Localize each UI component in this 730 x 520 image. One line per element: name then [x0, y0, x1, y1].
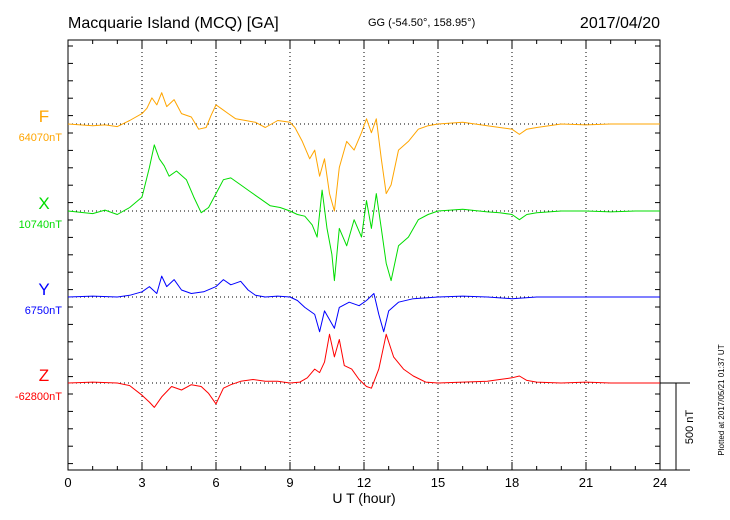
station-coordinates: GG (-54.50°, 158.95°)	[368, 17, 475, 29]
series-names: F 64070nT X 10740nT Y 6750nT Z -62800nT	[15, 107, 62, 403]
x-tick-label: 24	[653, 475, 667, 490]
x-tick-labels: 0 3 6 9 12 15 18 21 24	[64, 475, 667, 490]
x-tick-label: 6	[212, 475, 219, 490]
series-name-x: X	[38, 194, 49, 213]
x-tick-label: 12	[357, 475, 371, 490]
series-baseline-f: 64070nT	[19, 132, 63, 144]
x-tick-label: 3	[138, 475, 145, 490]
x-axis-label: U T (hour)	[332, 490, 395, 506]
series-line-z	[67, 333, 660, 408]
series-name-z: Z	[39, 366, 49, 385]
chart-date: 2017/04/20	[580, 15, 660, 32]
station-title: Macquarie Island (MCQ) [GA]	[68, 15, 279, 32]
series-name-y: Y	[38, 280, 49, 299]
series-name-f: F	[39, 107, 49, 126]
scale-bar-label: 500 nT	[684, 410, 696, 445]
grid-lines	[68, 40, 660, 470]
scale-bar: 500 nT	[660, 382, 696, 471]
x-tick-label: 18	[505, 475, 519, 490]
series-baseline-y: 6750nT	[25, 305, 63, 317]
x-tick-label: 15	[431, 475, 445, 490]
axis-ticks	[67, 40, 661, 470]
series-line-x	[67, 144, 660, 282]
series-baseline-z: -62800nT	[15, 391, 62, 403]
plotted-timestamp: Plotted at 2017/05/21 01:37 UT	[717, 344, 726, 455]
series-line-y	[67, 275, 660, 333]
series-line-f	[67, 92, 660, 212]
series-baseline-x: 10740nT	[19, 219, 63, 231]
x-tick-label: 21	[579, 475, 593, 490]
x-tick-label: 0	[64, 475, 71, 490]
x-tick-label: 9	[286, 475, 293, 490]
series-lines	[67, 92, 660, 408]
